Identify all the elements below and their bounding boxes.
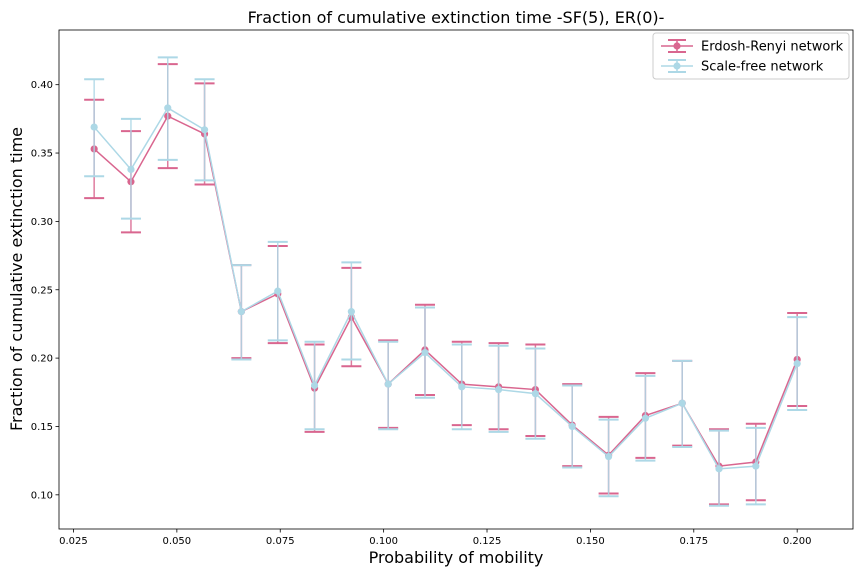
data-point: [384, 380, 392, 388]
y-axis: 0.10 0.15 0.20 0.25 0.30 0.35 0.40: [31, 80, 59, 501]
data-point: [568, 422, 576, 431]
legend-handle: [661, 59, 693, 73]
y-tick-label: 0.40: [31, 80, 53, 91]
data-point: [200, 126, 209, 134]
axes-frame: [58, 29, 854, 530]
y-tick-label: 0.15: [31, 422, 53, 433]
data-point: [715, 465, 723, 473]
x-tick-label: 0.050: [163, 536, 192, 547]
x-axis: 0.025 0.050 0.075 0.100 0.125 0.150 0.175 0.200: [59, 529, 811, 547]
data-point: [237, 308, 245, 316]
y-axis-label: Fraction of cumulative extinction time: [7, 127, 26, 431]
y-tick-label: 0.35: [31, 149, 53, 160]
x-tick-label: 0.200: [783, 536, 812, 547]
y-tick-label: 0.30: [31, 217, 53, 228]
series-line: [93, 106, 798, 470]
data-point: [421, 349, 429, 357]
data-point: [793, 359, 801, 368]
data-point: [127, 165, 135, 174]
data-point: [458, 383, 466, 391]
series-scale-free: [84, 56, 808, 507]
data-point: [604, 452, 613, 461]
x-tick-label: 0.025: [59, 536, 88, 547]
legend-handle: [661, 39, 693, 53]
data-point: [494, 385, 503, 394]
legend-label: Scale-free network: [701, 60, 824, 75]
x-tick-label: 0.175: [679, 536, 708, 547]
legend-box: [652, 32, 850, 80]
x-tick-label: 0.075: [266, 536, 295, 547]
plot-area: [84, 56, 808, 507]
y-tick-label: 0.25: [31, 285, 53, 296]
data-point: [678, 399, 686, 407]
series-line: [93, 115, 798, 467]
x-tick-label: 0.100: [369, 536, 398, 547]
x-axis-label: Probability of mobility: [369, 548, 544, 567]
x-tick-label: 0.150: [576, 536, 605, 547]
data-point: [164, 104, 172, 112]
chart-title: Fraction of cumulative extinction time -…: [248, 8, 665, 27]
data-point: [347, 308, 355, 316]
series-erdos-renyi: [84, 63, 808, 506]
legend-label: Erdosh-Renyi network: [701, 40, 844, 55]
x-tick-label: 0.125: [473, 536, 502, 547]
legend: Erdosh-Renyi network Scale-free network: [652, 32, 850, 80]
data-point: [90, 123, 98, 131]
data-point: [531, 390, 540, 398]
data-point: [752, 462, 760, 470]
data-point: [641, 414, 650, 422]
data-point: [274, 287, 282, 295]
y-tick-label: 0.20: [31, 354, 53, 365]
y-tick-label: 0.10: [31, 490, 53, 501]
data-point: [310, 381, 319, 390]
